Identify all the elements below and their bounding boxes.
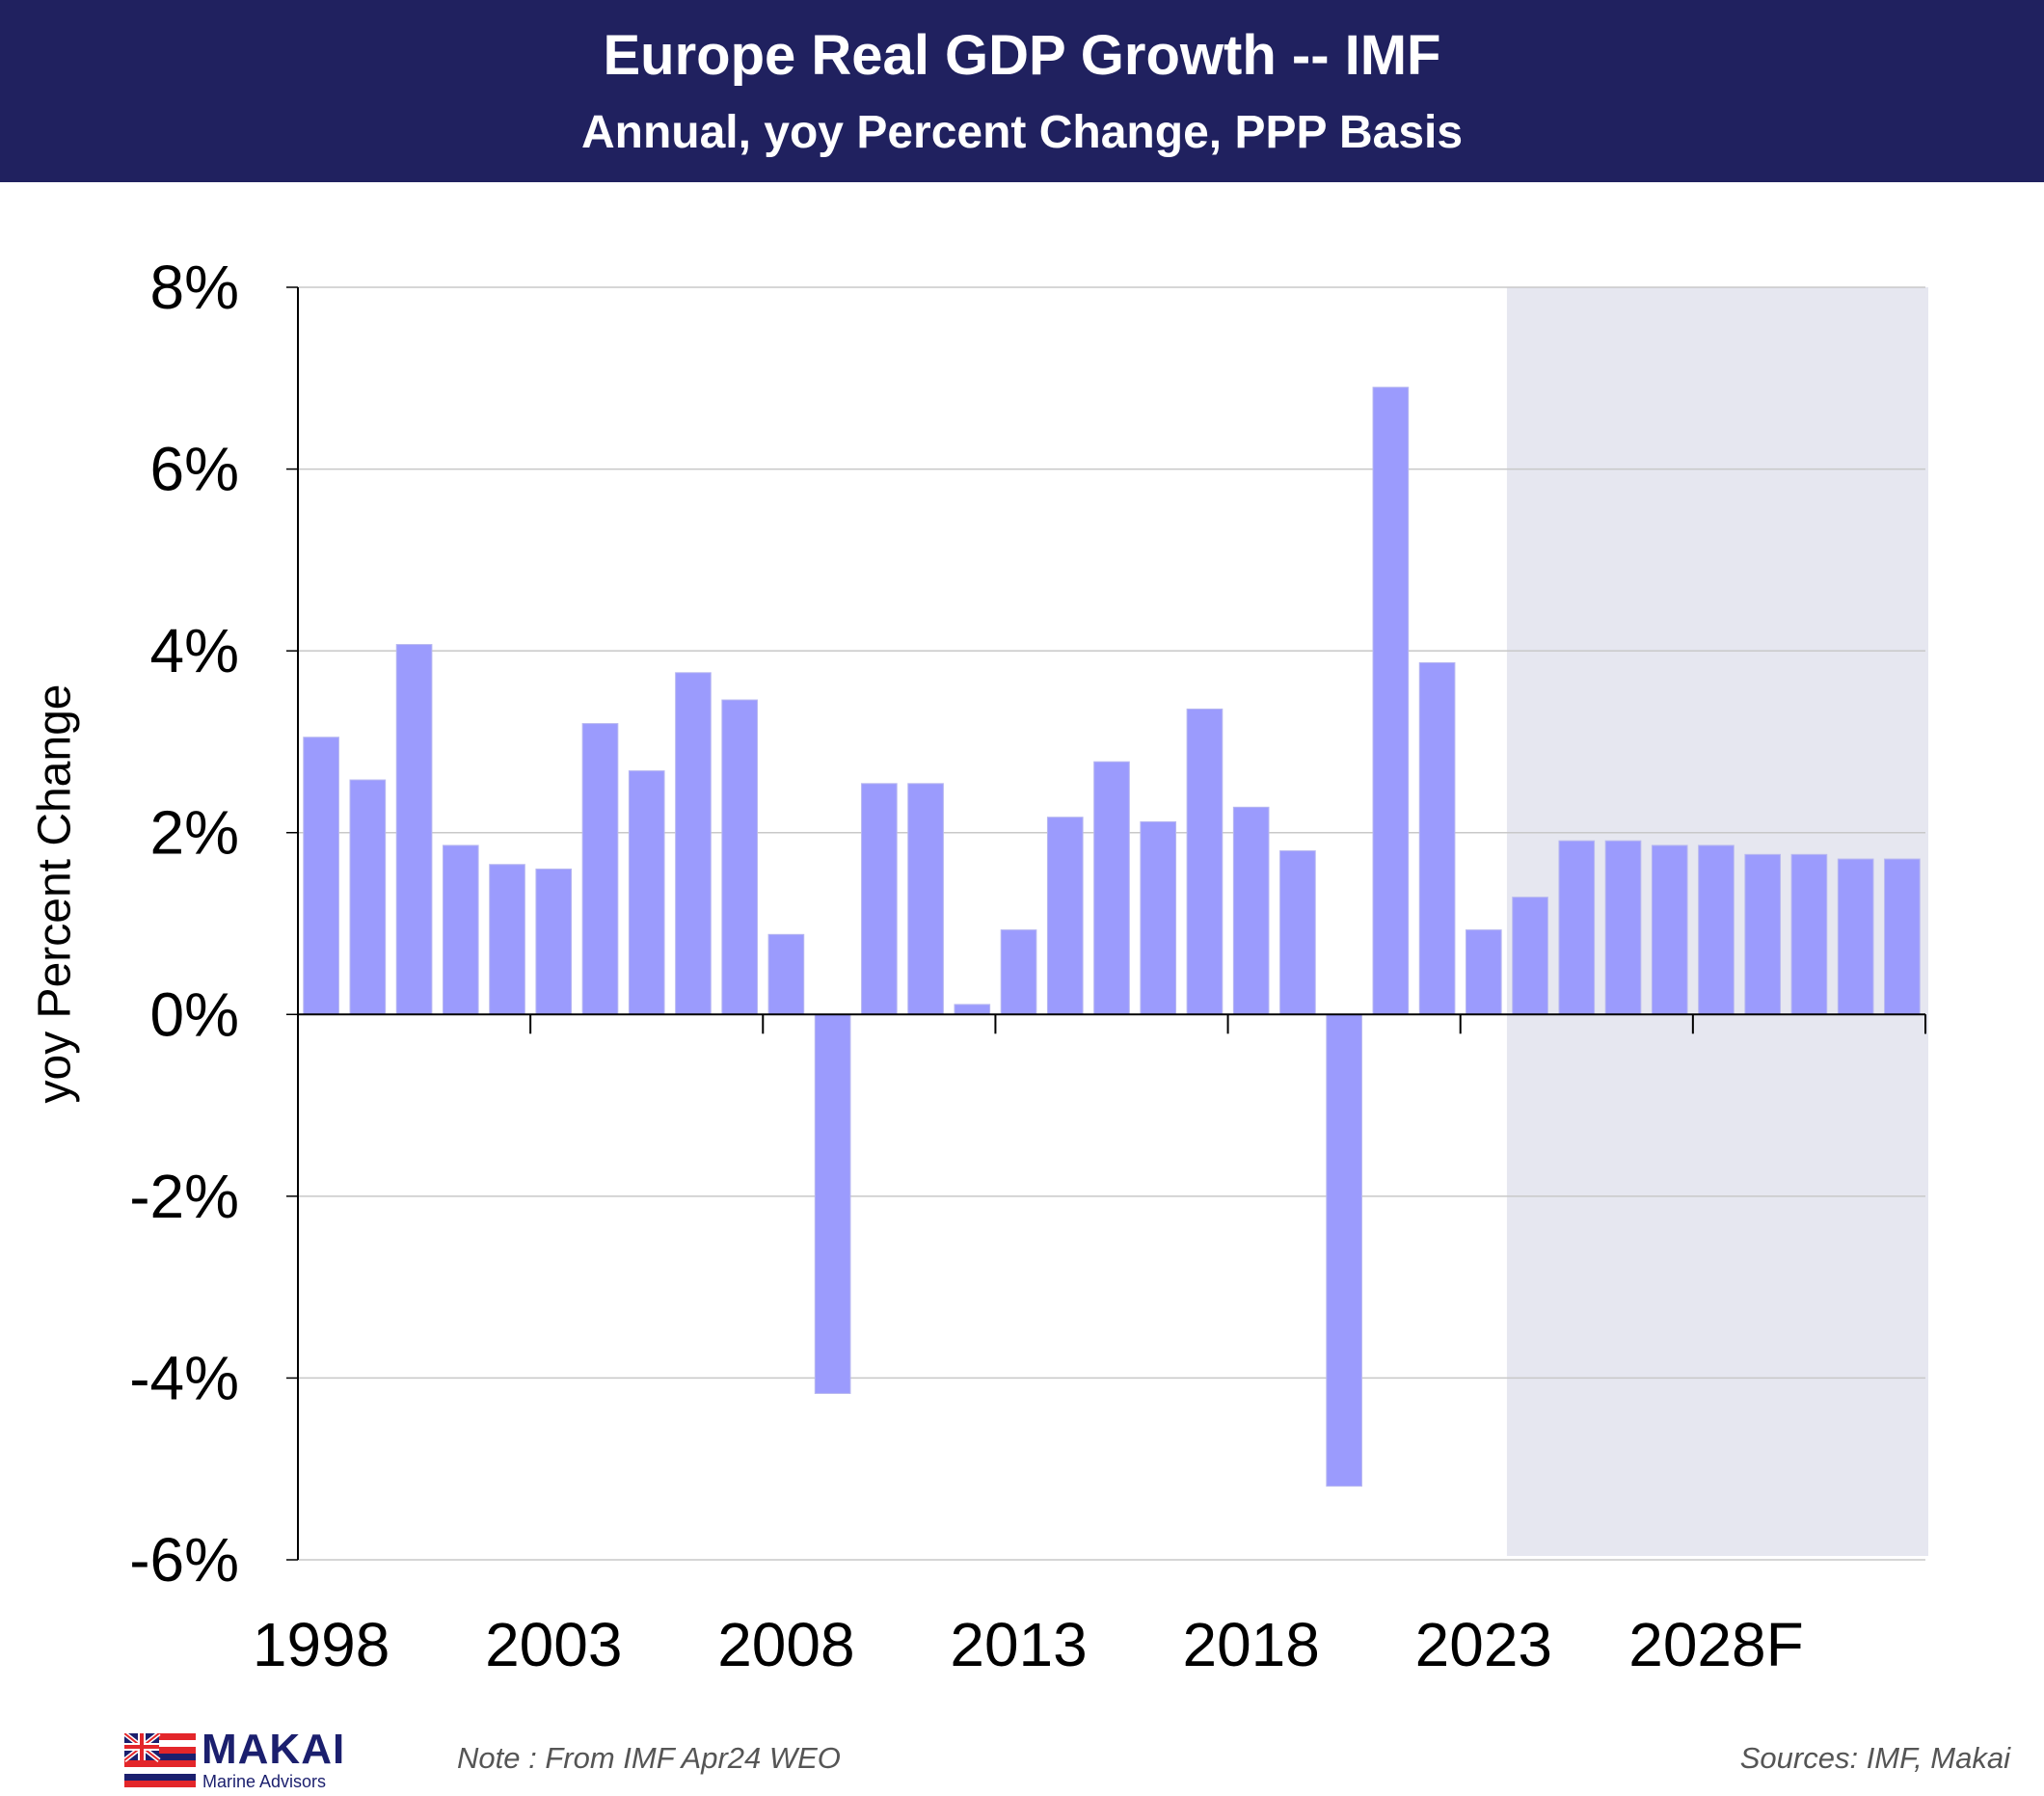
bar-2012: [954, 1004, 991, 1015]
bar-2021: [1372, 387, 1410, 1015]
logo-name: MAKAI: [202, 1726, 346, 1773]
makai-logo: MAKAI Marine Advisors: [124, 1726, 356, 1791]
bar-2016: [1140, 820, 1177, 1015]
bar-2015: [1093, 761, 1130, 1015]
y-tick-label: 0%: [150, 979, 240, 1049]
x-tick-label: 2008: [717, 1610, 854, 1679]
logo-subtitle: Marine Advisors: [202, 1772, 327, 1791]
bar-1998: [303, 737, 339, 1015]
bar-2027: [1651, 844, 1688, 1015]
bar-2005: [628, 770, 665, 1015]
y-tick-label: -6%: [129, 1525, 239, 1595]
bar-2031: [1837, 858, 1874, 1015]
bar-1999: [349, 779, 387, 1015]
bar-2008: [767, 933, 805, 1015]
y-tick-label: -2%: [129, 1162, 239, 1231]
bar-2010: [861, 783, 898, 1015]
x-tick-label: 2013: [950, 1610, 1087, 1679]
x-tick-label: 2018: [1182, 1610, 1319, 1679]
bar-2030: [1790, 853, 1828, 1015]
y-axis-title: yoy Percent Change: [29, 684, 81, 1104]
footnote: Note : From IMF Apr24 WEO: [457, 1741, 841, 1775]
bar-2017: [1186, 708, 1224, 1015]
bar-2014: [1046, 817, 1084, 1015]
y-tick-label: 6%: [150, 435, 240, 504]
bar-2019: [1279, 850, 1316, 1015]
bar-2024: [1512, 897, 1548, 1015]
bar-2002: [489, 864, 525, 1015]
y-tick-label: -4%: [129, 1343, 239, 1412]
bar-2023: [1466, 929, 1502, 1015]
x-tick-label: 2023: [1415, 1610, 1552, 1679]
x-tick-label: 2003: [485, 1610, 622, 1679]
bar-2013: [1000, 929, 1037, 1015]
bar-2006: [675, 672, 712, 1015]
y-tick-label: 4%: [150, 616, 240, 685]
bar-2028: [1698, 844, 1735, 1015]
bar-2000: [395, 644, 433, 1015]
bar-2025: [1558, 840, 1596, 1015]
bar-2009: [814, 1013, 851, 1394]
sources: Sources: IMF, Makai: [1739, 1741, 2010, 1775]
bar-2001: [442, 844, 479, 1015]
y-tick-label: 2%: [150, 798, 240, 868]
chart-subtitle: Annual, yoy Percent Change, PPP Basis: [580, 107, 1464, 158]
chart-header: Europe Real GDP Growth -- IMF Annual, yo…: [0, 0, 2044, 182]
hawaii-flag-icon: [124, 1733, 196, 1789]
bar-2018: [1232, 806, 1270, 1015]
bar-2032: [1884, 858, 1921, 1015]
bar-2020: [1326, 1013, 1362, 1488]
bar-2026: [1604, 840, 1642, 1015]
bar-2003: [535, 868, 573, 1015]
bar-2007: [721, 699, 758, 1015]
bar-2004: [581, 723, 619, 1015]
x-tick-label: 2028F: [1628, 1610, 1803, 1679]
y-tick-label: 8%: [150, 253, 240, 322]
bar-2011: [907, 783, 944, 1015]
bar-2022: [1418, 661, 1456, 1015]
bar-2029: [1744, 853, 1782, 1015]
chart-title: Europe Real GDP Growth -- IMF: [603, 24, 1441, 87]
x-tick-label: 1998: [253, 1610, 390, 1679]
